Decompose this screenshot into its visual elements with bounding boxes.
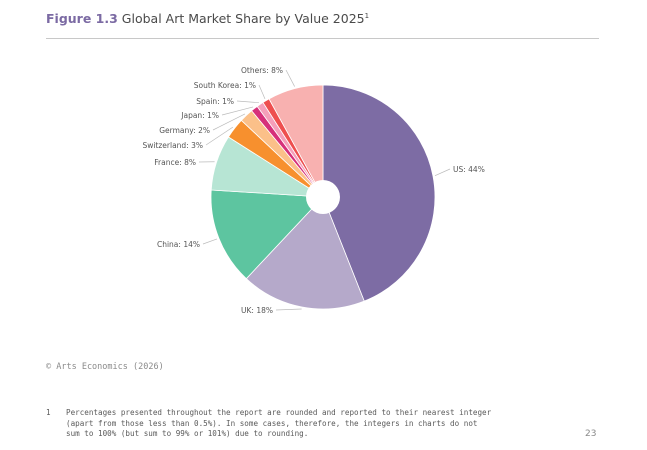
pie-slice-china [210,189,324,280]
slice-label-others: Others: 8% [241,66,283,75]
leader-line-japan [221,106,254,116]
footnote-text: Percentages presented throughout the rep… [66,408,492,438]
chart-labels: US: 44% UK: 18% China: 14% France: 8% Switze… [142,66,484,315]
leader-line-uk [275,308,302,311]
slice-label-germany: Germany: 2% [159,126,210,135]
slice-label-south-korea: South Korea: 1% [194,81,256,90]
market-share-donut-chart: US: 44% UK: 18% China: 14% France: 8% Switze… [142,66,484,315]
chart-leader-lines [198,69,451,311]
slice-label-uk: UK: 18% [241,306,273,315]
page-number: 23 [585,429,597,439]
chart-slices [210,84,436,310]
pie-slice-uk [245,196,365,310]
slice-label-switzerland: Switzerland: 3% [142,141,203,150]
figure-number: Figure 1.3 [46,11,118,26]
pie-slice-others [268,84,324,198]
figure-title-label: Global Art Market Share by Value 2025 [121,11,365,26]
footnote-marker: 1 [46,408,51,417]
leader-line-south-korea [258,84,266,100]
leader-line-others [285,69,295,87]
slice-label-japan: Japan: 1% [180,111,219,120]
slice-label-china: China: 14% [157,240,200,249]
source-credit: © Arts Economics (2026) [46,362,164,372]
title-divider [46,38,599,39]
figure-title-text: Global Art Market Share by Value 20251 [122,11,369,26]
title-footnote-ref: 1 [364,12,370,20]
leader-line-us [434,168,451,176]
leader-line-china [202,238,218,245]
pie-slice-us [322,84,436,302]
figure-title: Figure 1.3 Global Art Market Share by Va… [46,11,369,26]
leader-line-spain [236,100,259,104]
leader-line-germany [212,113,246,131]
leader-line-switzerland [205,126,234,146]
slice-label-france: France: 8% [154,158,196,167]
slice-label-us: US: 44% [453,165,485,174]
slice-label-spain: Spain: 1% [196,97,234,106]
donut-hole [306,180,340,214]
